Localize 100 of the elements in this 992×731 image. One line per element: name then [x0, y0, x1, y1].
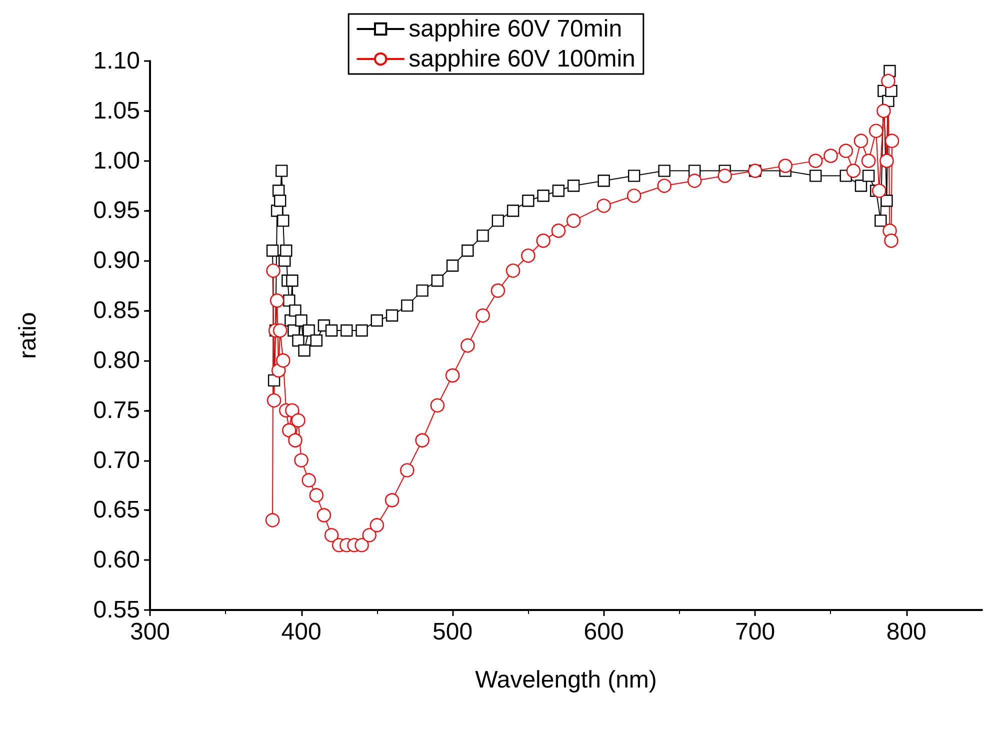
point: [854, 134, 868, 148]
point: [266, 244, 279, 257]
y-tick-label: 0.95: [93, 197, 140, 224]
point: [872, 184, 886, 198]
point: [462, 244, 474, 257]
point: [490, 283, 506, 298]
point: [718, 168, 732, 183]
point: [276, 353, 290, 368]
y-tick-label: 0.85: [93, 297, 140, 324]
point: [370, 518, 384, 532]
point: [536, 234, 550, 248]
point: [687, 174, 702, 188]
legend-label: sapphire 60V 100min: [408, 46, 636, 72]
point: [854, 180, 868, 192]
point: [325, 324, 338, 337]
point: [309, 488, 324, 502]
point: [506, 204, 520, 217]
point: [354, 538, 369, 552]
y-tick-label: 1.00: [93, 147, 140, 174]
point: [778, 158, 792, 173]
y-tick-label: 0.80: [93, 346, 140, 374]
y-tick-label: 0.90: [93, 247, 140, 274]
point: [276, 164, 288, 177]
point: [598, 174, 610, 187]
point: [506, 264, 520, 278]
y-tick-label: 1.10: [93, 48, 140, 74]
point: [356, 324, 368, 337]
point: [302, 473, 316, 488]
point: [628, 170, 640, 182]
point: [537, 190, 550, 202]
point: [294, 453, 308, 468]
point: [567, 180, 580, 192]
legend-label: sapphire 60V 70min: [408, 16, 622, 42]
point: [445, 368, 460, 383]
point: [838, 144, 853, 158]
point: [658, 164, 670, 177]
point: [881, 74, 896, 88]
point: [401, 299, 414, 312]
point: [626, 188, 642, 203]
point: [824, 148, 838, 163]
y-tick-label: 0.75: [93, 396, 140, 424]
point: [265, 513, 280, 528]
point: [362, 528, 376, 542]
point: [876, 104, 891, 118]
point: [880, 154, 894, 168]
point: [302, 324, 315, 337]
point: [340, 324, 353, 337]
point: [288, 433, 302, 448]
point: [869, 124, 884, 138]
point: [880, 194, 893, 207]
point: [862, 170, 875, 182]
point: [460, 338, 475, 353]
point: [884, 134, 900, 148]
point: [492, 214, 504, 227]
point: [310, 334, 322, 347]
point: [476, 308, 490, 323]
point: [416, 284, 428, 297]
point: [657, 178, 672, 193]
point: [431, 274, 444, 287]
point: [277, 214, 290, 227]
y-axis-title: ratio: [14, 312, 42, 359]
point: [884, 234, 898, 248]
point: [289, 304, 302, 317]
point: [316, 508, 332, 522]
point: [266, 264, 280, 278]
point: [476, 230, 489, 242]
point: [298, 344, 310, 357]
point: [521, 248, 536, 263]
point: [280, 244, 292, 257]
point: [552, 184, 565, 197]
point: [566, 214, 581, 228]
point: [861, 154, 876, 168]
point: [384, 493, 400, 508]
point: [522, 194, 534, 207]
point: [273, 323, 288, 338]
point: [430, 398, 445, 412]
y-tick-label: 1.05: [93, 97, 140, 124]
point: [874, 214, 887, 227]
point: [282, 423, 296, 438]
point: [291, 413, 306, 428]
point: [846, 164, 861, 178]
point: [446, 260, 459, 272]
x-tick-label: 400: [281, 618, 322, 646]
point: [810, 170, 822, 182]
x-tick-label: 700: [735, 618, 776, 646]
x-tick-label: 500: [432, 618, 473, 646]
point: [270, 293, 284, 308]
point: [551, 224, 566, 238]
point: [808, 154, 823, 168]
x-tick-label: 800: [886, 618, 926, 646]
point: [596, 198, 611, 213]
point: [295, 314, 308, 327]
point: [400, 463, 414, 478]
y-tick-label: 0.60: [93, 546, 140, 574]
point: [324, 528, 339, 542]
y-tick-label: 0.70: [93, 446, 140, 474]
point: [286, 274, 298, 287]
point: [415, 433, 430, 448]
x-axis-title: Wavelength (nm): [475, 666, 657, 694]
point: [292, 334, 304, 347]
